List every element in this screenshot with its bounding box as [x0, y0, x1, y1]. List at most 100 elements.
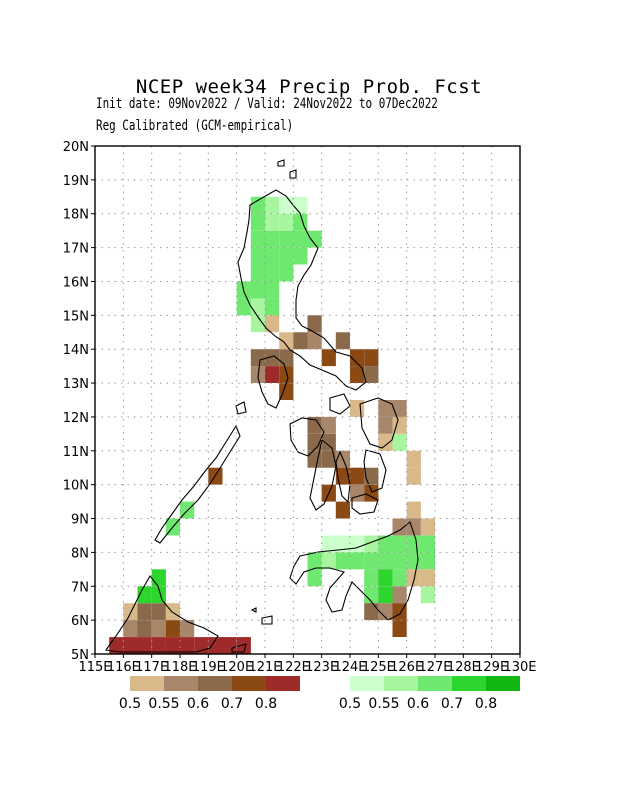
prob-cell-dry: [151, 637, 166, 654]
y-tick-label: 18N: [63, 208, 89, 223]
legend-swatch-dry: [266, 676, 300, 691]
prob-cell-dry: [364, 349, 379, 367]
prob-cell-dry: [123, 620, 138, 637]
prob-cell-wet: [151, 586, 166, 604]
prob-cell-wet: [406, 535, 421, 553]
x-tick-label: 122E: [277, 660, 310, 675]
prob-cell-wet: [279, 247, 294, 265]
prob-cell-wet: [364, 586, 379, 604]
y-tick-label: 6N: [71, 614, 89, 629]
prob-cell-dry: [420, 518, 435, 536]
prob-cell-dry: [392, 400, 407, 417]
y-tick-label: 7N: [71, 580, 89, 595]
prob-cell-dry: [165, 603, 180, 621]
prob-cell-dry: [307, 416, 322, 434]
prob-cell-wet: [420, 586, 435, 604]
prob-cell-dry: [321, 450, 336, 468]
prob-cell-wet: [265, 298, 280, 316]
prob-cell-dry: [137, 620, 152, 637]
prob-cell-wet: [279, 264, 294, 282]
legend-swatch-wet: [350, 676, 384, 691]
prob-cell-dry: [392, 416, 407, 434]
prob-cell-wet: [378, 535, 393, 553]
prob-cell-wet: [420, 535, 435, 553]
map-subtitle: Init date: 09Nov2022 / Valid: 24Nov2022 …: [96, 96, 438, 112]
prob-cell-dry: [307, 332, 322, 350]
prob-cell-wet: [265, 196, 280, 214]
x-tick-label: 130E: [503, 660, 536, 675]
prob-cell-wet: [392, 569, 407, 587]
legend-swatch-dry: [232, 676, 266, 691]
y-tick-label: 12N: [63, 411, 89, 426]
prob-cell-dry: [406, 501, 421, 519]
y-tick-label: 16N: [63, 275, 89, 290]
prob-cell-dry: [378, 433, 393, 451]
legend-label-wet: 0.6: [407, 696, 429, 712]
prob-cell-dry: [321, 349, 336, 367]
prob-cell-wet: [250, 213, 265, 231]
x-tick-label: 117E: [135, 660, 168, 675]
prob-cell-wet: [392, 433, 407, 451]
y-tick-label: 11N: [63, 445, 89, 460]
coastline: [105, 159, 419, 653]
prob-cell-wet: [236, 298, 251, 316]
wet-legend: 0.5 0.55 0.6 0.7 0.8: [339, 676, 520, 712]
prob-cell-dry: [151, 620, 166, 637]
x-tick-label: 123E: [305, 660, 338, 675]
prob-cell-wet: [350, 552, 365, 570]
prob-cell-dry: [406, 450, 421, 468]
x-tick-label: 120E: [220, 660, 253, 675]
prob-cell-wet: [265, 264, 280, 282]
prob-cell-wet: [279, 196, 294, 214]
x-tick-label: 121E: [248, 660, 281, 675]
prob-cell-dry: [406, 569, 421, 587]
prob-cell-wet: [293, 230, 308, 248]
prob-cell-dry: [137, 637, 152, 654]
prob-cell-wet: [321, 535, 336, 553]
prob-cell-dry: [392, 586, 407, 604]
prob-cell-dry: [321, 433, 336, 451]
prob-cell-dry: [350, 467, 365, 485]
prob-cell-dry: [151, 603, 166, 621]
map-title: NCEP week34 Precip Prob. Fcst: [135, 76, 483, 98]
prob-cell-wet: [250, 230, 265, 248]
y-tick-label: 8N: [71, 546, 89, 561]
y-tick-label: 10N: [63, 479, 89, 494]
legend-label-dry: 0.7: [221, 696, 243, 712]
prob-cell-wet: [265, 213, 280, 231]
prob-cell-wet: [250, 281, 265, 299]
prob-cell-dry: [265, 349, 280, 367]
legend-label-dry: 0.5: [119, 696, 141, 712]
legend-swatch-wet: [452, 676, 486, 691]
prob-cell-wet: [392, 552, 407, 570]
prob-cell-wet: [293, 247, 308, 265]
x-tick-label: 115E: [78, 660, 111, 675]
prob-cell-dry: [279, 383, 294, 400]
prob-cell-dry: [350, 366, 365, 383]
prob-cell-wet: [335, 552, 350, 570]
prob-cell-dry: [222, 637, 237, 654]
x-tick-label: 126E: [390, 660, 423, 675]
prob-cell-wet: [265, 281, 280, 299]
prob-cell-dry: [335, 467, 350, 485]
x-tick-label: 128E: [447, 660, 480, 675]
prob-cell-wet: [250, 315, 265, 333]
prob-cell-dry: [265, 315, 280, 333]
prob-cell-dry: [364, 366, 379, 383]
prob-cell-dry: [350, 400, 365, 417]
prob-cell-wet: [250, 298, 265, 316]
prob-cell-wet: [406, 552, 421, 570]
legend-swatch-dry: [164, 676, 198, 691]
prob-cell-wet: [265, 247, 280, 265]
legend-label-dry: 0.6: [187, 696, 209, 712]
prob-cell-wet: [378, 586, 393, 604]
legend-label-wet: 0.7: [441, 696, 463, 712]
prob-cell-dry: [123, 603, 138, 621]
prob-cell-dry: [180, 637, 195, 654]
y-tick-label: 17N: [63, 242, 89, 257]
prob-cell-dry: [350, 349, 365, 367]
prob-cell-wet: [392, 535, 407, 553]
legend-label-dry: 0.8: [255, 696, 277, 712]
prob-cell-dry: [265, 366, 280, 383]
